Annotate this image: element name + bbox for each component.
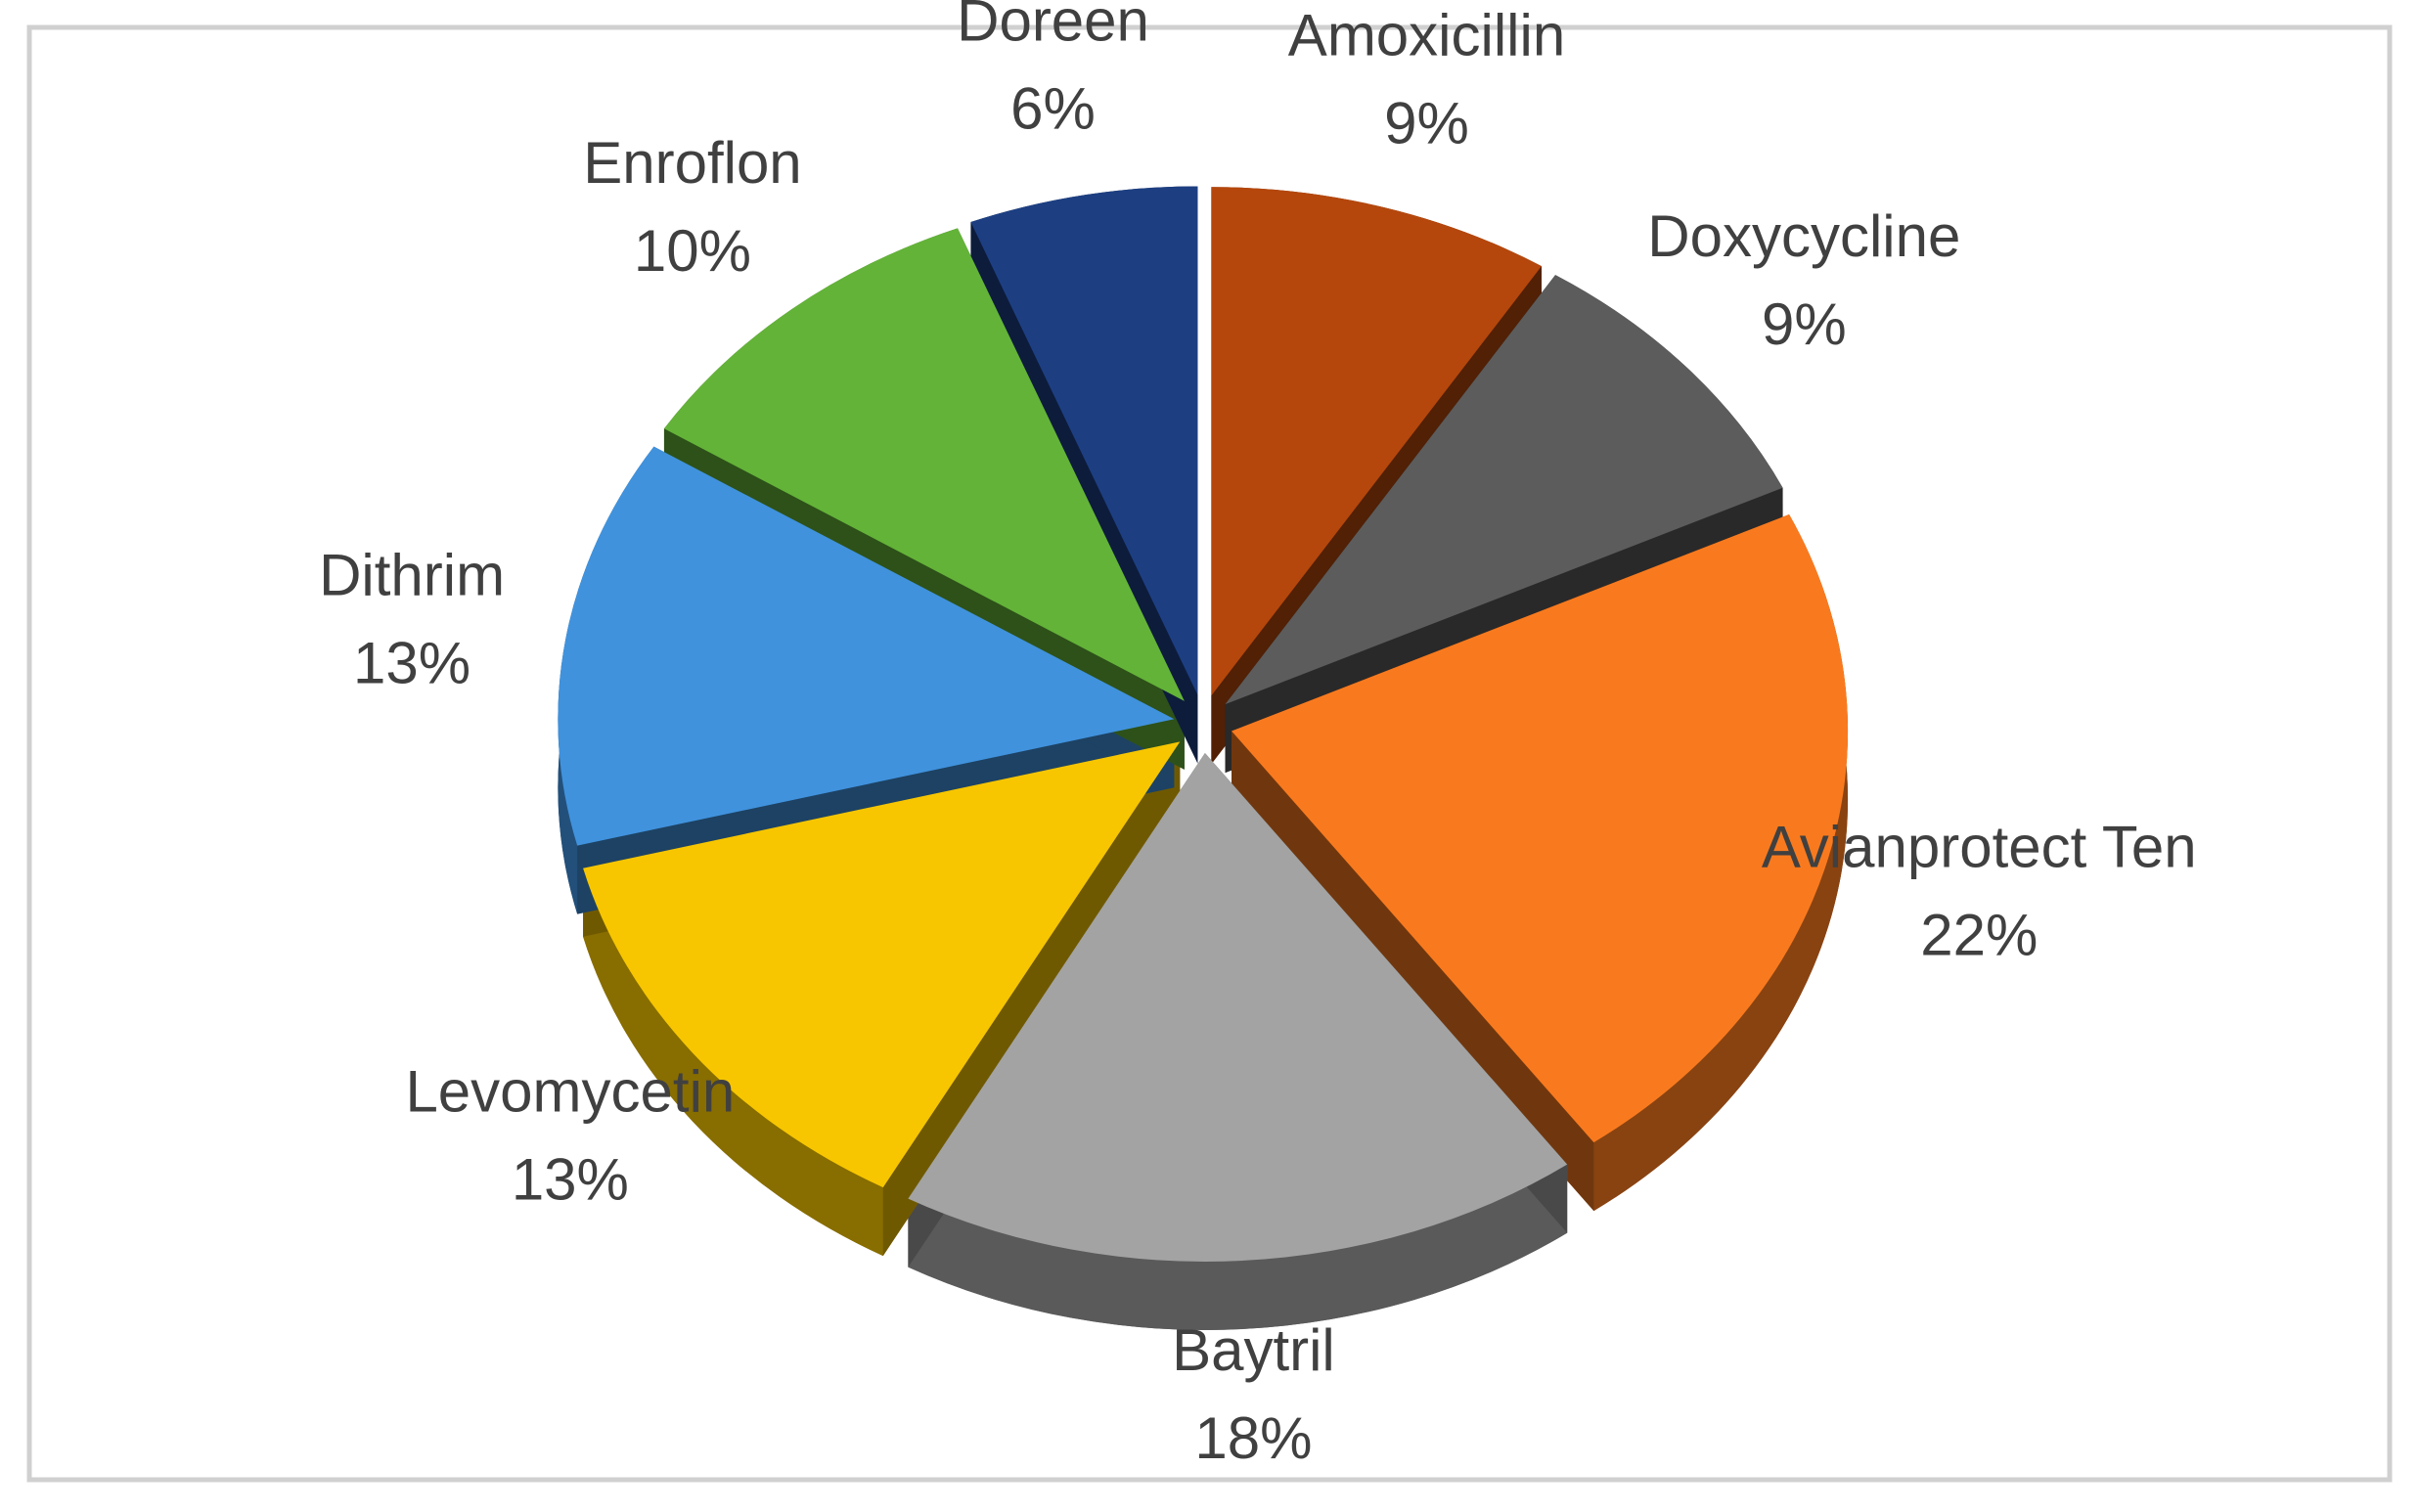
value-label: 18% — [1194, 1405, 1312, 1471]
value-label: 9% — [1762, 291, 1847, 357]
value-label: 22% — [1920, 903, 2038, 968]
category-label: Avianprotect Ten — [1762, 815, 2197, 880]
value-label: 10% — [634, 218, 751, 284]
value-label: 9% — [1384, 91, 1469, 156]
slice-side — [1232, 731, 1594, 1212]
pie-slice — [663, 228, 1185, 701]
value-label: 13% — [353, 630, 470, 695]
category-label: Levomycetin — [405, 1059, 735, 1125]
slice-side — [1593, 514, 1849, 1212]
category-label: Amoxicillin — [1288, 3, 1565, 68]
pie-slice — [583, 741, 1181, 1188]
category-label: Doxycycline — [1647, 203, 1960, 269]
slices — [558, 186, 1849, 1262]
slice-side — [908, 1164, 1568, 1330]
pie-slice — [558, 446, 1175, 846]
pie-slice — [908, 752, 1568, 1262]
pie-slice — [1211, 187, 1542, 696]
category-label: Doreen — [957, 0, 1149, 54]
slice-side — [583, 867, 883, 1257]
value-label: 13% — [512, 1147, 629, 1213]
pie-slice — [1232, 514, 1849, 1143]
category-label: Enroflon — [583, 130, 801, 196]
pie-slice — [1225, 275, 1783, 705]
pie-slice — [970, 186, 1198, 695]
data-labels: Amoxicillin 9% Doxycycline 9% Avianprotect T… — [319, 0, 2197, 1471]
value-label: 6% — [1010, 76, 1096, 142]
category-label: Dithrim — [319, 542, 505, 607]
category-label: Baytril — [1172, 1317, 1335, 1383]
